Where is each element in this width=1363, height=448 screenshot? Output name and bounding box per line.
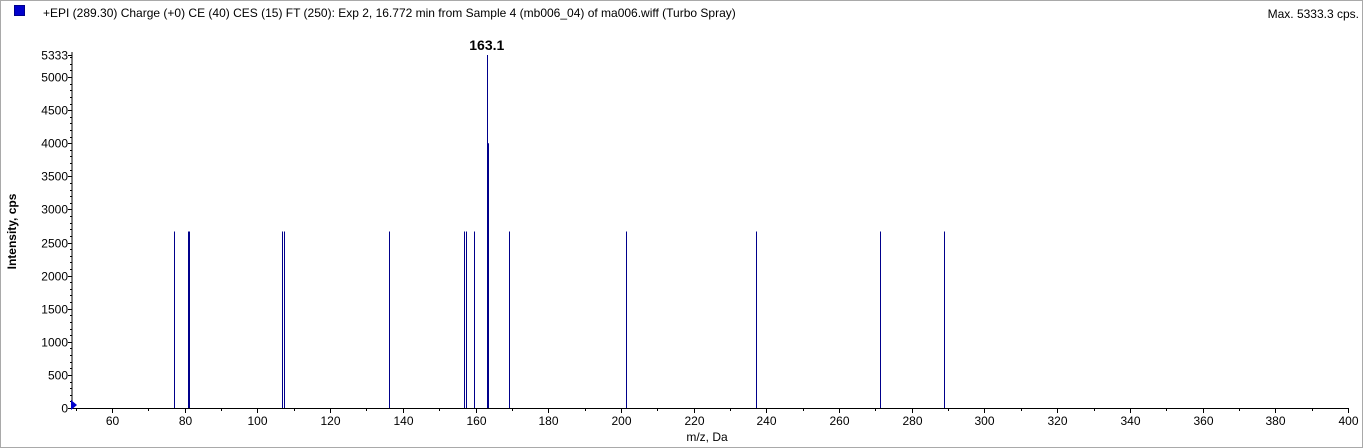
y-tick-label: 0: [61, 402, 68, 416]
x-tick-label: 180: [538, 414, 558, 428]
peak-series: [174, 55, 945, 408]
x-tick-label: 340: [1120, 414, 1140, 428]
y-axis-ticks: 0 500 1000 1500 2000 2500 3000 3500 4000 4500 5000…: [41, 49, 72, 416]
y-tick-label: 3000: [41, 203, 68, 217]
x-tick-label: 320: [1047, 414, 1067, 428]
x-tick-label: 360: [1193, 414, 1213, 428]
sample-marker-icon[interactable]: [14, 5, 25, 16]
x-axis-ticks: 60 80 100 120 140 160 180 200 220 240 260 280 300 320…: [76, 408, 1359, 428]
y-tick-label: 5000: [41, 71, 68, 85]
x-axis-title: m/z, Da: [686, 430, 728, 444]
origin-pointer-icon[interactable]: [71, 400, 77, 410]
x-tick-label: 60: [106, 414, 120, 428]
x-tick-label: 220: [684, 414, 704, 428]
x-tick-label: 380: [1265, 414, 1285, 428]
x-tick-label: 240: [756, 414, 776, 428]
spectrum-title: +EPI (289.30) Charge (+0) CE (40) CES (1…: [43, 6, 736, 20]
y-tick-label: 5333: [41, 49, 68, 63]
x-tick-label: 260: [829, 414, 849, 428]
y-tick-label: 500: [48, 369, 68, 383]
x-tick-label: 400: [1338, 414, 1358, 428]
y-tick-label: 1500: [41, 303, 68, 317]
x-tick-label: 80: [179, 414, 193, 428]
y-tick-label: 2500: [41, 237, 68, 251]
x-tick-label: 160: [466, 414, 486, 428]
x-tick-label: 100: [247, 414, 267, 428]
x-tick-label: 300: [974, 414, 994, 428]
x-tick-label: 120: [320, 414, 340, 428]
max-intensity-label: Max. 5333.3 cps.: [1267, 7, 1359, 21]
x-tick-label: 280: [902, 414, 922, 428]
y-tick-label: 2000: [41, 270, 68, 284]
x-tick-label: 140: [393, 414, 413, 428]
y-axis-title: Intensity, cps: [5, 193, 19, 269]
y-tick-label: 4500: [41, 104, 68, 118]
x-tick-label: 200: [611, 414, 631, 428]
y-tick-label: 1000: [41, 336, 68, 350]
y-tick-label: 3500: [41, 170, 68, 184]
peak-annotations: 163.1: [469, 37, 504, 53]
peak-label: 163.1: [469, 37, 504, 53]
axes: [71, 52, 1349, 409]
y-tick-label: 4000: [41, 137, 68, 151]
